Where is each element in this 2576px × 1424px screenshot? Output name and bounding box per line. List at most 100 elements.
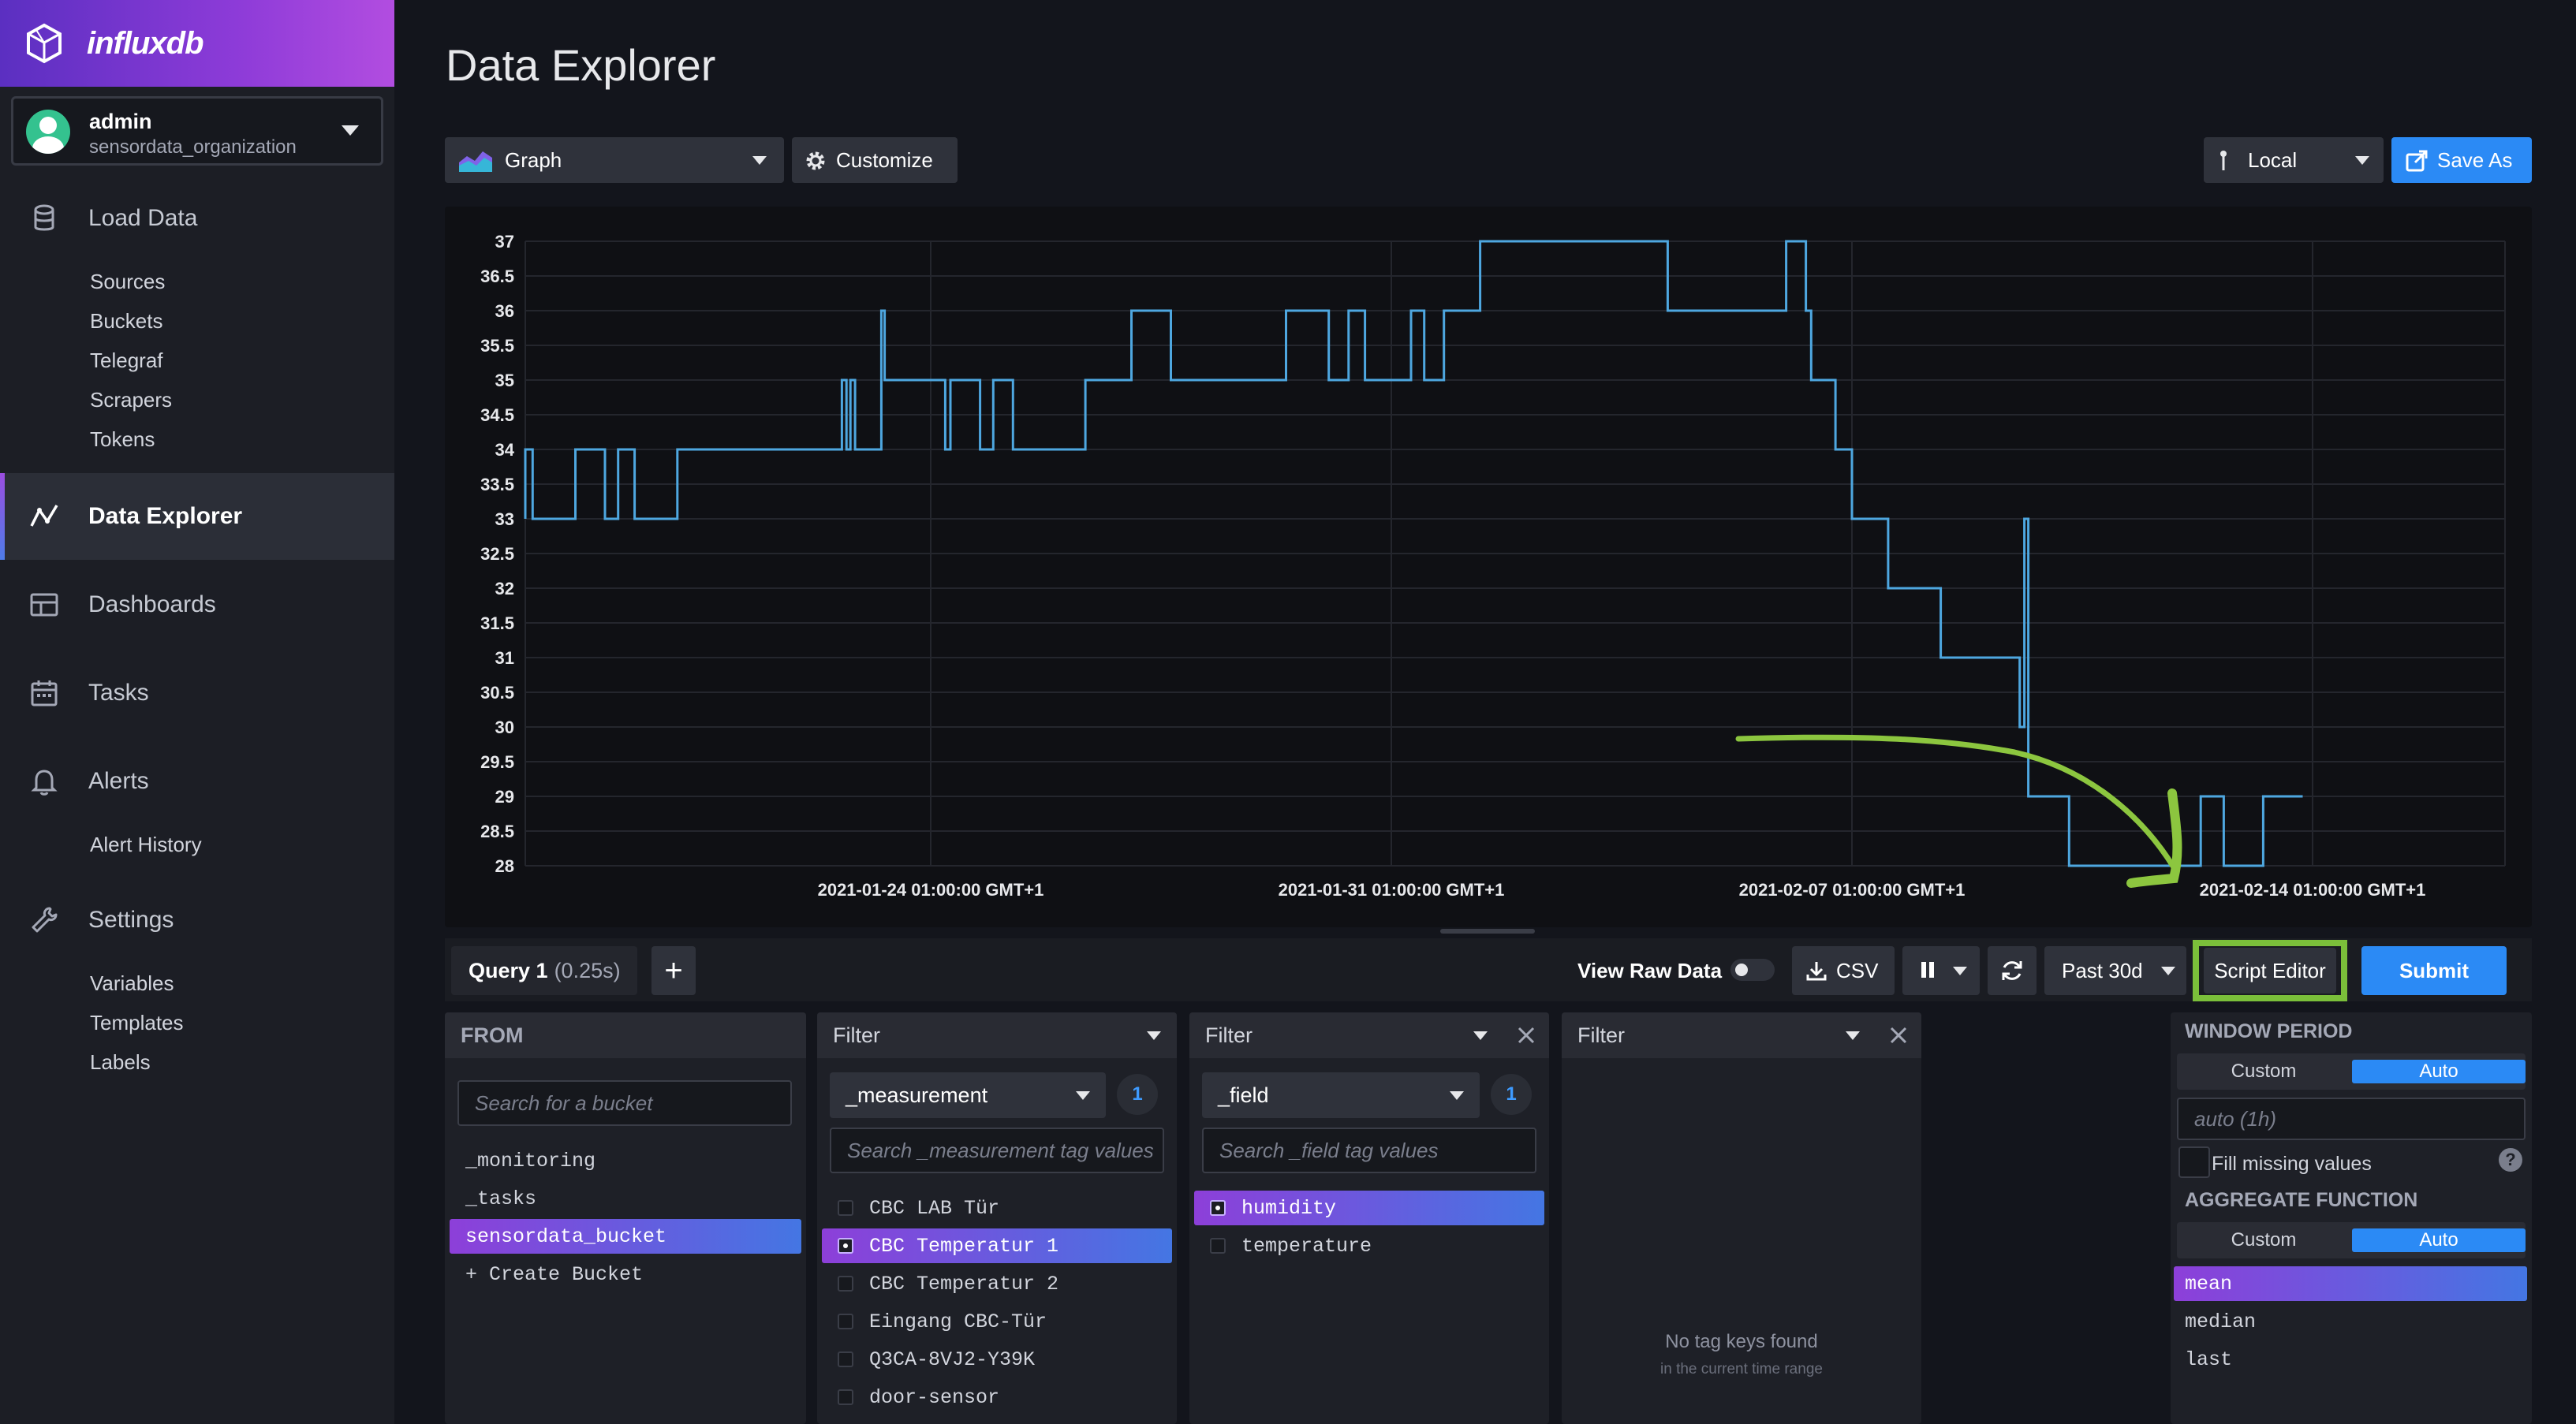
nav-label: Alerts <box>88 768 149 794</box>
nav-load-data[interactable]: Load Data <box>0 175 394 262</box>
nav-sub-telegraf[interactable]: Telegraf <box>90 349 163 372</box>
tag-key-label: _field <box>1218 1083 1269 1107</box>
bucket-item[interactable]: _tasks <box>465 1187 537 1210</box>
tag-key-dropdown[interactable]: _measurement <box>830 1072 1106 1118</box>
influxdb-logo-icon <box>27 23 62 64</box>
chevron-down-icon <box>2355 156 2369 165</box>
y-tick-label: 34.5 <box>480 405 514 425</box>
view-raw-data-toggle[interactable] <box>1730 959 1775 981</box>
create-bucket-link[interactable]: + Create Bucket <box>465 1262 644 1286</box>
aggregate-function-item-selected[interactable]: mean <box>2174 1266 2527 1301</box>
save-as-button[interactable]: Save As <box>2391 137 2532 183</box>
query-tab-name: Query 1 <box>469 958 548 982</box>
chevron-down-icon <box>1953 967 1967 975</box>
checkbox[interactable] <box>838 1314 853 1329</box>
nav-sub-labels[interactable]: Labels <box>90 1050 151 1074</box>
bucket-item[interactable]: _monitoring <box>465 1149 596 1172</box>
tag-key-dropdown[interactable]: _field <box>1202 1072 1480 1118</box>
bucket-search-input[interactable]: Search for a bucket <box>457 1080 792 1126</box>
aggregate-function-toggle: Custom Auto <box>2177 1222 2526 1258</box>
help-icon[interactable]: ? <box>2499 1148 2522 1172</box>
customize-button[interactable]: Customize <box>792 137 958 183</box>
submit-button[interactable]: Submit <box>2361 946 2507 995</box>
aggregate-custom-option[interactable]: Custom <box>2231 1229 2297 1251</box>
csv-download-button[interactable]: CSV <box>1792 946 1895 995</box>
nav-sub-templates[interactable]: Templates <box>90 1011 184 1034</box>
script-editor-button[interactable]: Script Editor <box>2204 948 2336 993</box>
nav-sub-buckets[interactable]: Buckets <box>90 309 163 333</box>
window-period-input[interactable]: auto (1h) <box>2177 1098 2526 1140</box>
annotation-arrowhead <box>2126 788 2182 888</box>
close-icon[interactable] <box>1514 1023 1538 1047</box>
checkbox[interactable] <box>838 1276 853 1292</box>
submit-label: Submit <box>2399 958 2470 982</box>
resize-handle[interactable] <box>1440 929 1535 934</box>
filter-header[interactable]: Filter <box>817 1012 1177 1058</box>
chevron-down-icon <box>1076 1091 1090 1100</box>
tag-value-item[interactable]: CBC LAB Tür <box>822 1191 1172 1225</box>
visualization-type-dropdown[interactable]: Graph <box>445 137 784 183</box>
filter-header[interactable]: Filter <box>1189 1012 1549 1058</box>
y-tick-label: 29.5 <box>480 752 514 772</box>
view-raw-data-label: View Raw Data <box>1577 959 1723 982</box>
query-tab[interactable]: Query 1 (0.25s) <box>451 946 637 995</box>
nav-dashboards[interactable]: Dashboards <box>0 561 394 648</box>
nav-alerts[interactable]: Alerts <box>0 738 394 825</box>
time-range-dropdown[interactable]: Past 30d <box>2044 946 2186 995</box>
checkbox[interactable] <box>838 1200 853 1216</box>
y-tick-label: 29 <box>495 787 514 807</box>
graph-panel[interactable]: 37 36.5 36 35.5 35 34.5 34 33.5 33 32.5 32 31.5 31 30… <box>445 207 2532 934</box>
selected-count-badge: 1 <box>1117 1074 1158 1115</box>
checkbox[interactable] <box>1210 1238 1226 1254</box>
timezone-dropdown[interactable]: Local <box>2204 137 2384 183</box>
aggregate-function-item[interactable]: median <box>2185 1310 2257 1333</box>
nav-data-explorer[interactable]: Data Explorer <box>0 473 394 560</box>
checkbox[interactable] <box>838 1351 853 1367</box>
add-query-button[interactable]: + <box>651 946 696 995</box>
nav-settings[interactable]: Settings <box>0 877 394 964</box>
checkbox[interactable] <box>838 1389 853 1405</box>
brand-header[interactable]: influxdb <box>0 0 394 87</box>
database-icon <box>34 204 54 231</box>
nav-sub-sources[interactable]: Sources <box>90 270 166 293</box>
from-header: FROM <box>445 1012 806 1058</box>
tag-value-search-input[interactable]: Search _measurement tag values <box>830 1128 1164 1173</box>
tag-value-item[interactable]: Eingang CBC-Tür <box>822 1304 1172 1339</box>
gear-icon <box>806 151 825 170</box>
nav-sub-scrapers[interactable]: Scrapers <box>90 388 173 412</box>
fill-missing-checkbox[interactable] <box>2178 1146 2210 1178</box>
y-tick-label: 37 <box>495 232 514 252</box>
close-icon[interactable] <box>1887 1023 1910 1047</box>
empty-state-subtitle: in the current time range <box>1660 1361 1823 1377</box>
bucket-item-selected[interactable]: sensordata_bucket <box>450 1219 801 1254</box>
tag-value-search-input[interactable]: Search _field tag values <box>1202 1128 1536 1173</box>
aggregate-function-header: AGGREGATE FUNCTION <box>2185 1189 2418 1211</box>
tag-value-item-selected[interactable]: humidity <box>1194 1191 1544 1225</box>
window-auto-option[interactable]: Auto <box>2352 1060 2526 1083</box>
tag-value-item[interactable]: CBC Temperatur 2 <box>822 1266 1172 1301</box>
user-switcher[interactable]: admin sensordata_organization <box>11 96 383 166</box>
aggregate-function-item[interactable]: last <box>2185 1348 2233 1371</box>
checkbox[interactable] <box>1210 1200 1226 1216</box>
tag-value-item[interactable]: temperature <box>1194 1228 1544 1263</box>
time-range-label: Past 30d <box>2062 958 2143 982</box>
brand-name: influxdb <box>87 25 204 61</box>
window-custom-option[interactable]: Custom <box>2231 1061 2297 1082</box>
aggregate-auto-option[interactable]: Auto <box>2352 1228 2526 1252</box>
nav-sub-tokens[interactable]: Tokens <box>90 427 155 451</box>
y-tick-label: 31 <box>495 648 514 668</box>
y-tick-label: 35.5 <box>480 336 514 356</box>
tag-value-item[interactable]: door-sensor <box>822 1380 1172 1415</box>
refresh-button[interactable] <box>1988 946 2037 995</box>
nav-sub-alert-history[interactable]: Alert History <box>90 833 202 856</box>
filter-header[interactable]: Filter <box>1562 1012 1921 1058</box>
tag-value-item-selected[interactable]: CBC Temperatur 1 <box>822 1228 1172 1263</box>
bell-icon <box>31 770 58 796</box>
checkbox[interactable] <box>838 1238 853 1254</box>
nav-tasks[interactable]: Tasks <box>0 650 394 736</box>
query-bar: Query 1 (0.25s) + View Raw Data CSV Past… <box>445 938 2532 1001</box>
annotation-arrow <box>1735 734 2177 870</box>
refresh-pause-dropdown[interactable] <box>1902 946 1980 995</box>
nav-sub-variables[interactable]: Variables <box>90 971 174 995</box>
tag-value-item[interactable]: Q3CA-8VJ2-Y39K <box>822 1342 1172 1377</box>
